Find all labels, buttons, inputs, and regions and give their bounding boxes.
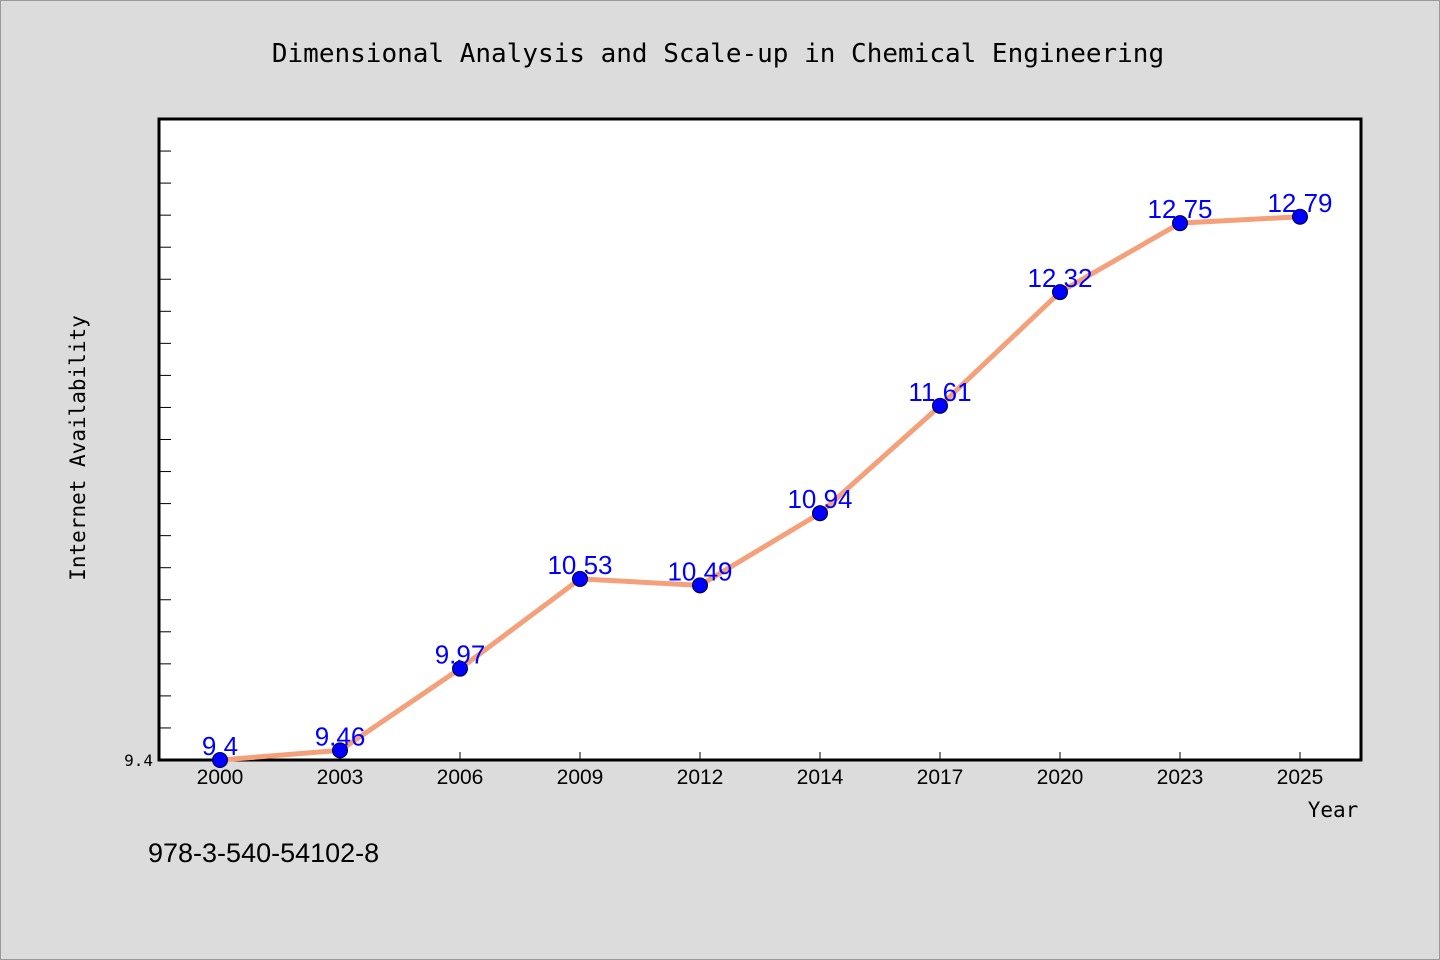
data-point [812, 505, 828, 522]
data-point [1172, 215, 1188, 232]
x-tick-label: 2009 [557, 766, 604, 789]
data-label: 10.94 [787, 484, 852, 514]
x-tick-label: 2012 [677, 766, 724, 789]
y-axis-ticks: 9.4 [124, 118, 171, 770]
x-tick-label: 2025 [1277, 766, 1324, 789]
x-tick-label: 2017 [917, 766, 964, 789]
x-tick-label: 2014 [797, 766, 844, 789]
data-points [212, 208, 1308, 768]
data-label: 12.75 [1147, 194, 1212, 224]
series-line [217, 214, 1303, 763]
x-tick-label: 2000 [197, 766, 244, 789]
data-point [212, 752, 228, 768]
data-labels: 9.4 9.46 9.97 10.53 10.49 10.94 11.61 12.32 12.7… [202, 188, 1333, 761]
y-tick-label: 9.4 [124, 751, 153, 770]
isbn-text: 978-3-540-54102-8 [148, 838, 379, 868]
x-axis-ticks: 2000 2003 2006 2009 2012 2014 2017 2020 2023 2025 [197, 752, 1324, 789]
data-point [572, 570, 588, 587]
data-point [932, 397, 948, 414]
plot-area [157, 117, 1363, 762]
y-axis-label: Internet Availability [66, 315, 90, 581]
data-label: 10.53 [547, 550, 612, 580]
x-tick-label: 2003 [317, 766, 364, 789]
x-axis-label: Year [1308, 798, 1359, 822]
data-label: 12.32 [1027, 263, 1092, 293]
data-label: 10.49 [667, 556, 732, 586]
data-point [692, 577, 708, 594]
data-point [1052, 284, 1068, 301]
x-tick-label: 2023 [1157, 766, 1204, 789]
data-label: 9.97 [435, 640, 486, 670]
data-label: 9.46 [315, 721, 366, 751]
data-point [1292, 208, 1308, 225]
data-label: 11.61 [908, 377, 971, 407]
data-point [332, 742, 348, 759]
data-label: 9.4 [202, 731, 238, 761]
x-tick-label: 2006 [437, 766, 484, 789]
data-label: 12.79 [1267, 188, 1332, 218]
data-point [452, 660, 468, 677]
x-tick-label: 2020 [1037, 766, 1084, 789]
chart-title: Dimensional Analysis and Scale-up in Che… [272, 39, 1164, 69]
